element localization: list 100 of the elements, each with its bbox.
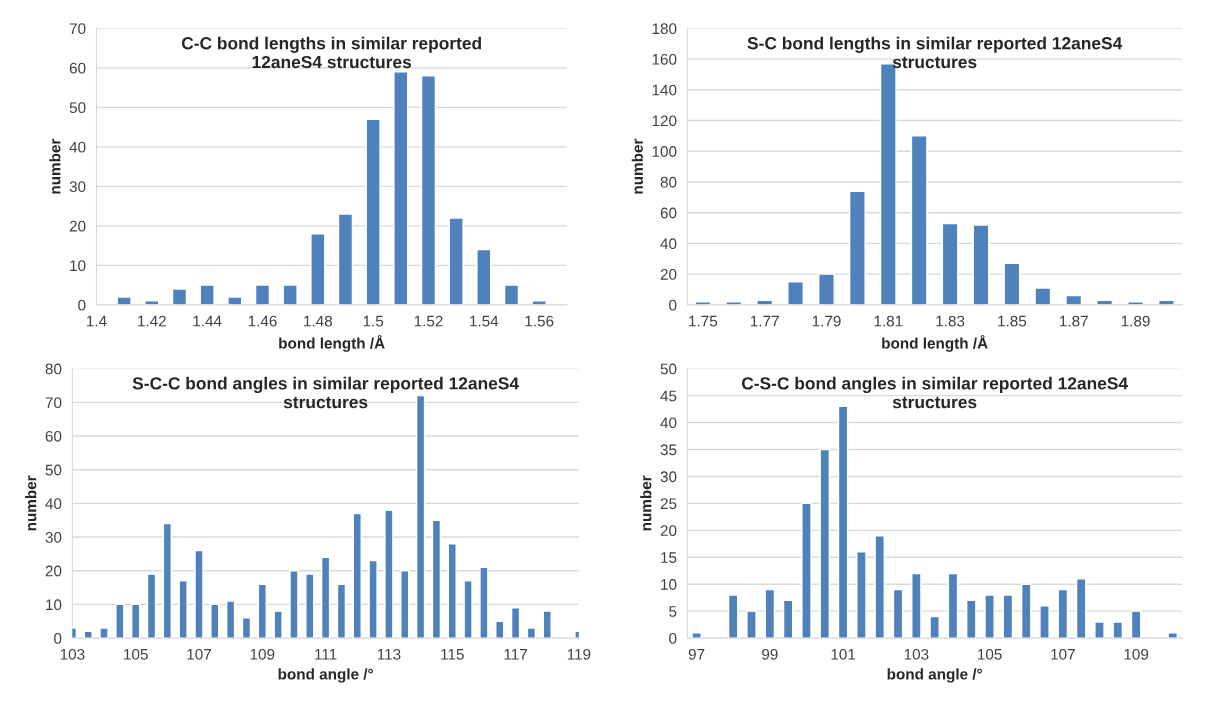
y-tick-label: 0: [669, 632, 677, 644]
y-tick-label: 70: [45, 397, 62, 409]
x-tick-label: 1.75: [689, 315, 718, 327]
y-tick-label: 40: [69, 141, 86, 153]
y-tick-label: 100: [652, 146, 677, 157]
bar: [282, 284, 298, 305]
text: S-C-C bond angles in similar reported 12aneS4 structures: [132, 376, 519, 409]
bar: [178, 580, 188, 639]
y-tick-label: 50: [69, 102, 86, 114]
y-tick-label: 20: [660, 525, 677, 537]
bar: [727, 594, 739, 639]
bar: [526, 627, 537, 639]
bar: [115, 603, 125, 639]
bar: [1034, 287, 1052, 305]
bar: [310, 233, 326, 305]
y-tick-label: 20: [660, 269, 677, 280]
x-tick-label: 1.77: [750, 315, 779, 327]
x-tick-label: 1.87: [1060, 315, 1088, 327]
y-tick-label: 30: [45, 531, 62, 543]
bar: [542, 610, 552, 639]
x-tick-label: 1.44: [193, 315, 222, 327]
x-tick-label: 99: [762, 648, 778, 660]
x-tick-label: 107: [1051, 648, 1075, 660]
y-tick-label: 80: [45, 363, 62, 375]
bar: [1065, 294, 1083, 305]
bar: [257, 583, 267, 639]
x-tick-label: 119: [567, 648, 591, 660]
bar: [1002, 594, 1014, 639]
bar: [393, 71, 409, 305]
bar: [1094, 621, 1105, 639]
bar: [336, 583, 347, 639]
bar: [691, 632, 702, 639]
bar: [1075, 578, 1087, 639]
bar: [1057, 588, 1069, 639]
bar: [171, 288, 188, 305]
x-tick-label: 101: [831, 648, 856, 660]
bar: [305, 573, 315, 639]
bar: [431, 519, 442, 639]
y-tick-label: 70: [69, 23, 86, 35]
x-tick-label: 113: [377, 648, 401, 660]
bar: [941, 222, 959, 305]
bar: [929, 615, 940, 639]
x-tick-label: 1.81: [874, 315, 903, 327]
y-tick-label: 25: [660, 498, 677, 510]
bar: [1003, 262, 1021, 305]
y-tick-label: 10: [661, 579, 677, 590]
x-tick-label: 109: [250, 648, 275, 660]
bar: [1112, 621, 1124, 639]
x-tick-label: 1.4: [87, 315, 107, 327]
x-tick-label: 107: [187, 648, 211, 660]
x-tick-label: 109: [1124, 648, 1149, 660]
y-tick-label: 160: [652, 53, 677, 65]
bar: [911, 572, 922, 639]
y-tick-label: 40: [660, 238, 677, 250]
bar: [162, 522, 172, 639]
bar: [966, 599, 977, 639]
bar: [874, 535, 885, 639]
bar: [273, 610, 283, 639]
y-axis-title: number: [25, 475, 37, 531]
x-axis-title: bond length /Å: [279, 335, 385, 352]
x-tick-label: 117: [504, 649, 527, 660]
y-tick-label: 15: [661, 552, 677, 563]
x-tick-label: 1.5: [363, 315, 384, 327]
x-tick-label: 1.85: [998, 315, 1027, 327]
y-tick-label: 50: [45, 464, 62, 476]
x-tick-label: 1.89: [1121, 315, 1150, 327]
y-axis-title: number: [49, 138, 61, 194]
bar: [479, 566, 489, 639]
bar: [227, 296, 243, 305]
x-tick-label: 111: [315, 649, 337, 660]
y-tick-label: 120: [652, 115, 677, 127]
x-tick-label: 1.42: [138, 315, 166, 327]
bar: [365, 118, 381, 305]
bar: [420, 75, 437, 305]
y-tick-label: 10: [70, 260, 86, 272]
bar: [384, 509, 394, 639]
x-tick-label: 1.79: [812, 315, 841, 327]
bar: [463, 580, 473, 639]
bar: [254, 284, 271, 305]
x-axis-title: bond angle /°: [887, 668, 983, 683]
y-tick-label: 50: [660, 363, 677, 375]
bar: [984, 594, 995, 639]
y-tick-label: 0: [78, 299, 86, 311]
y-tick-label: 20: [69, 220, 86, 232]
bar: [337, 213, 354, 305]
y-axis-title: number: [640, 475, 652, 531]
bar: [476, 248, 492, 305]
bar: [503, 284, 520, 305]
bar: [83, 630, 93, 639]
x-tick-label: 105: [978, 648, 1002, 660]
y-tick-label: 20: [45, 565, 62, 577]
x-axis-title: bond angle /°: [278, 668, 374, 683]
bar: [99, 627, 109, 639]
x-axis-title: bond length /Å: [882, 335, 988, 352]
y-tick-label: 80: [660, 176, 677, 188]
y-tick-label: 45: [660, 390, 677, 402]
x-tick-label: 1.56: [525, 315, 554, 327]
bar: [787, 281, 805, 305]
bar: [210, 603, 220, 639]
bar: [801, 502, 812, 639]
